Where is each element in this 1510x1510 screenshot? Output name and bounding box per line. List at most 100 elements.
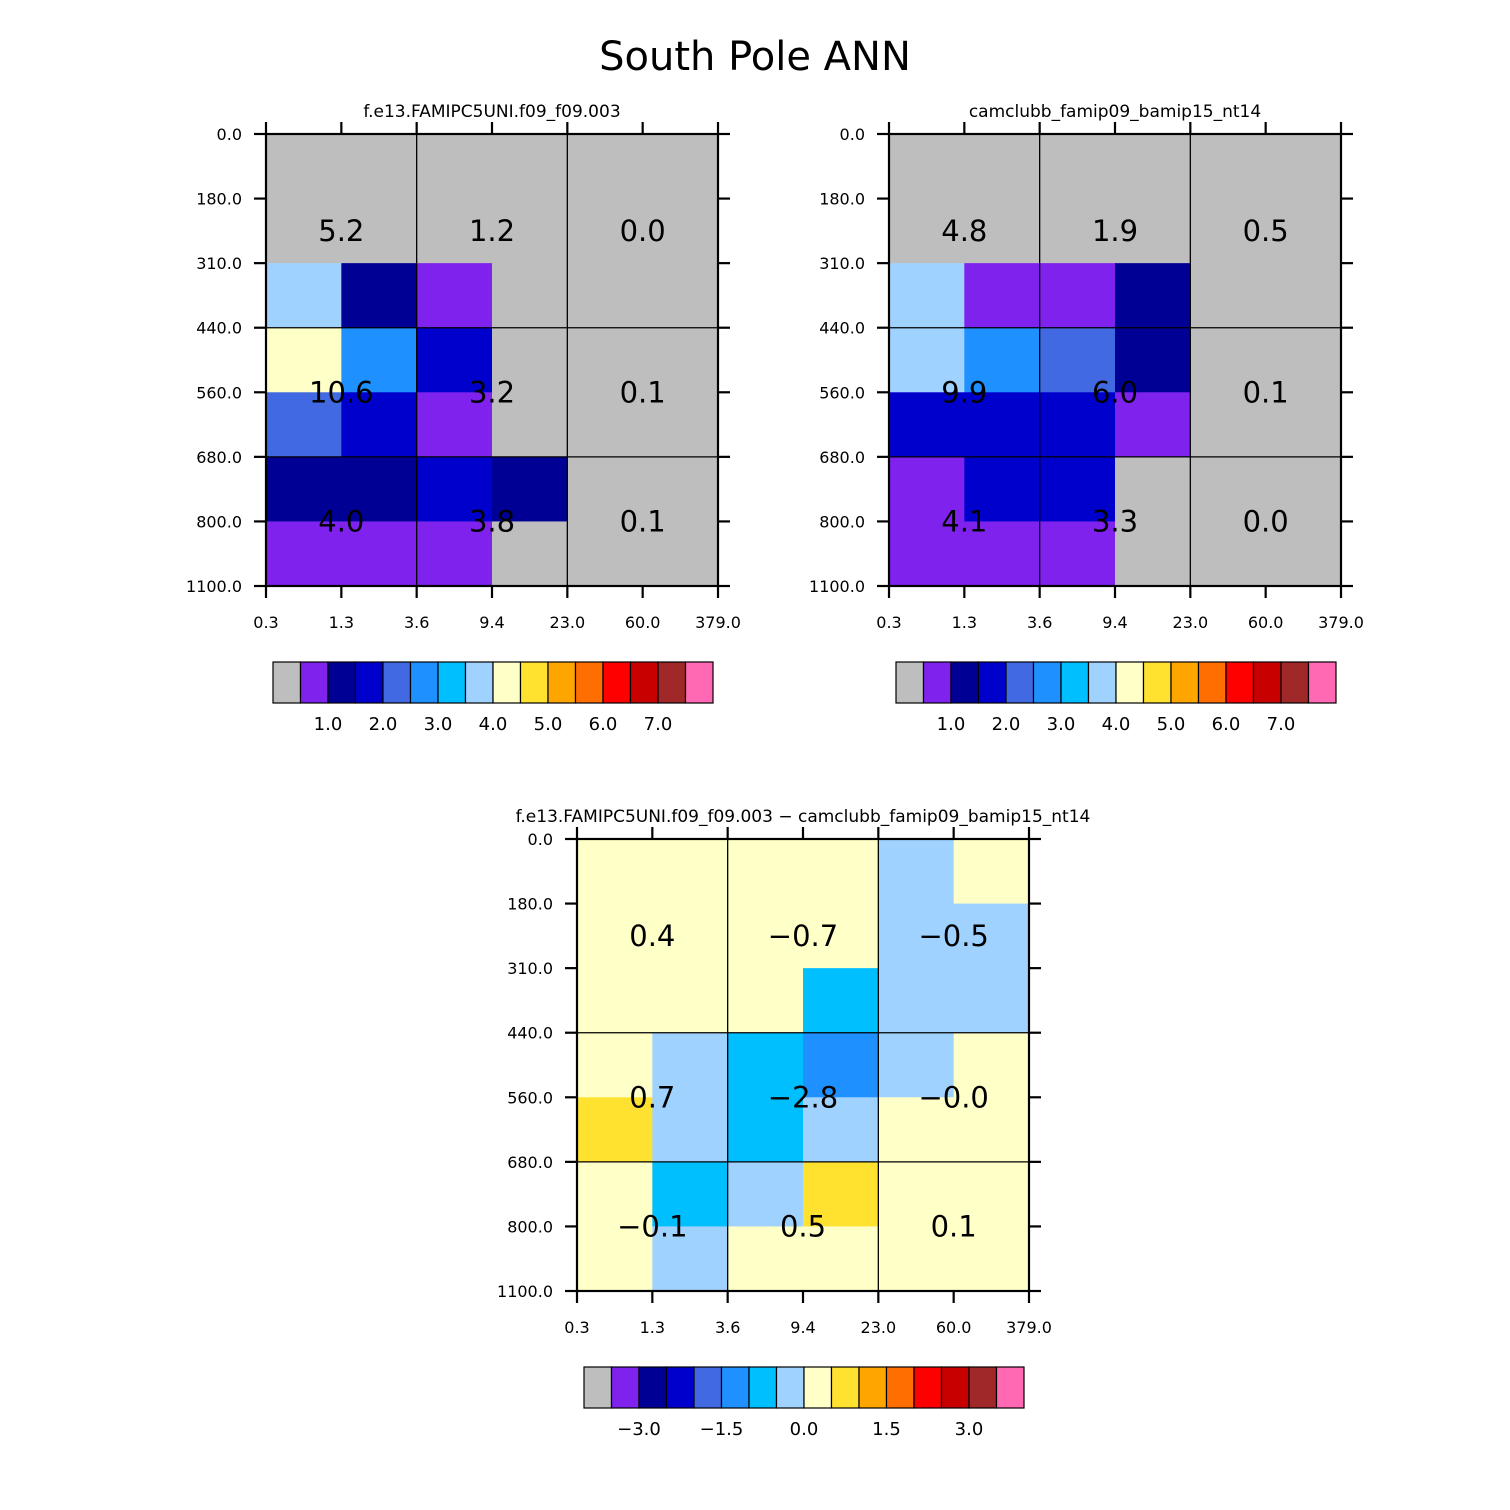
colorbar-swatch bbox=[492, 661, 522, 704]
y-tick-label: 180.0 bbox=[507, 895, 553, 914]
colorbar-swatch bbox=[684, 661, 714, 704]
heatmap-cell bbox=[964, 263, 1041, 329]
colorbar-swatch bbox=[977, 661, 1007, 704]
heatmap-cell bbox=[1190, 456, 1267, 523]
x-tick-label: 60.0 bbox=[1248, 613, 1284, 632]
heatmap-cell bbox=[652, 1097, 729, 1163]
heatmap-cell bbox=[889, 263, 965, 329]
heatmap-cell bbox=[727, 1161, 804, 1228]
colorbar-swatch bbox=[775, 1366, 805, 1409]
heatmap-cell bbox=[492, 521, 568, 587]
x-tick-label: 9.4 bbox=[479, 613, 504, 632]
heatmap-cell bbox=[341, 521, 418, 587]
heatmap-cell bbox=[266, 456, 342, 523]
colorbar-swatch bbox=[1225, 661, 1255, 704]
block-value-label: 0.5 bbox=[1243, 214, 1289, 248]
heatmap-cell bbox=[1115, 263, 1191, 329]
panel-model-b: camclubb_famip09_bamip15_nt14 4.8 1.9 0.5 9.… bbox=[809, 102, 1364, 735]
heatmap-cell bbox=[567, 134, 644, 200]
colorbar-swatch bbox=[922, 661, 952, 704]
block-value-label: 4.0 bbox=[318, 504, 364, 538]
heatmap-cell bbox=[341, 327, 418, 393]
y-tick-label: 680.0 bbox=[196, 448, 242, 467]
heatmap-cell bbox=[964, 134, 1041, 200]
block-value-label: 1.2 bbox=[469, 214, 515, 248]
heatmap-cell bbox=[341, 392, 418, 458]
colorbar-swatch bbox=[409, 661, 439, 704]
heatmap-cell bbox=[567, 456, 644, 523]
heatmap-cell bbox=[266, 327, 342, 393]
y-tick-label: 310.0 bbox=[507, 959, 553, 978]
colorbar-swatch bbox=[547, 661, 577, 704]
heatmap-cell bbox=[1039, 392, 1116, 458]
block-value-label: 3.3 bbox=[1092, 504, 1138, 538]
heatmap-cell bbox=[803, 903, 879, 969]
colorbar-swatch bbox=[629, 661, 659, 704]
block-value-label: 4.1 bbox=[941, 504, 987, 538]
y-tick-label: 560.0 bbox=[819, 383, 865, 402]
x-tick-label: 23.0 bbox=[1173, 613, 1209, 632]
heatmap-cell bbox=[492, 263, 568, 329]
heatmap-cell bbox=[889, 392, 965, 458]
heatmap-cell bbox=[727, 968, 804, 1034]
heatmap-cell bbox=[727, 1032, 804, 1098]
heatmap-cell bbox=[1190, 392, 1267, 458]
colorbar-label: 5.0 bbox=[1157, 714, 1186, 735]
colorbar-swatch bbox=[950, 661, 980, 704]
colorbar-label: 6.0 bbox=[589, 714, 618, 735]
axes: 0.3 1.3 3.6 9.4 23.0 60.0 379.0 0.0 180.0 310.0 44… bbox=[809, 122, 1364, 632]
heatmap-cell bbox=[577, 1161, 653, 1228]
heatmap-cell bbox=[964, 198, 1041, 264]
colorbar-swatch bbox=[1307, 661, 1337, 704]
heatmap-cell bbox=[889, 456, 965, 523]
colorbar: 1.0 2.0 3.0 4.0 5.0 6.0 7.0 bbox=[272, 661, 714, 735]
x-tick-label: 23.0 bbox=[550, 613, 586, 632]
colorbar-swatch bbox=[693, 1366, 723, 1409]
heatmap-cell bbox=[953, 903, 1030, 969]
heatmap-cell bbox=[1039, 521, 1116, 587]
colorbar-label: 0.0 bbox=[790, 1419, 819, 1440]
block-values: 0.4 −0.7 −0.5 0.7 −2.8 −0.0 −0.1 0.5 0.1 bbox=[617, 919, 989, 1244]
colorbar-swatch bbox=[995, 1366, 1025, 1409]
block-gridlines bbox=[577, 839, 1029, 1291]
heatmap-cells bbox=[889, 134, 1342, 587]
heatmap-cell bbox=[642, 134, 719, 200]
block-value-label: 10.6 bbox=[309, 375, 374, 409]
y-tick-label: 440.0 bbox=[507, 1024, 553, 1043]
colorbar-swatch bbox=[657, 661, 687, 704]
y-tick-label: 310.0 bbox=[819, 254, 865, 273]
heatmap-cell bbox=[727, 903, 804, 969]
block-value-label: −0.7 bbox=[768, 919, 838, 953]
heatmap-cell bbox=[652, 839, 729, 905]
colorbar-label: 6.0 bbox=[1212, 714, 1241, 735]
y-tick-label: 800.0 bbox=[196, 512, 242, 531]
heatmap-cell bbox=[1115, 521, 1191, 587]
heatmap-cell bbox=[577, 1032, 653, 1098]
heatmap-cell bbox=[492, 327, 568, 393]
heatmap-cell bbox=[1115, 392, 1191, 458]
heatmap-cell bbox=[889, 198, 965, 264]
x-tick-label: 379.0 bbox=[695, 613, 741, 632]
colorbar: −3.0 −1.5 0.0 1.5 3.0 bbox=[583, 1366, 1025, 1440]
colorbar-label: 4.0 bbox=[479, 714, 508, 735]
block-values: 5.2 1.2 0.0 10.6 3.2 0.1 4.0 3.8 0.1 bbox=[309, 214, 666, 539]
x-tick-label: 3.6 bbox=[1027, 613, 1052, 632]
heatmap-cell bbox=[1265, 198, 1342, 264]
x-tick-label: 379.0 bbox=[1318, 613, 1364, 632]
heatmap-cell bbox=[567, 327, 644, 393]
heatmap-cell bbox=[642, 327, 719, 393]
colorbar-swatch bbox=[803, 1366, 833, 1409]
heatmap-cell bbox=[889, 521, 965, 587]
heatmap-cell bbox=[803, 1161, 879, 1228]
heatmap-cell bbox=[953, 839, 1030, 905]
heatmap-cell bbox=[1265, 134, 1342, 200]
y-tick-label: 440.0 bbox=[196, 319, 242, 338]
x-tick-label: 379.0 bbox=[1006, 1318, 1052, 1337]
x-tick-label: 60.0 bbox=[936, 1318, 972, 1337]
colorbar-swatch bbox=[858, 1366, 888, 1409]
heatmap-cell bbox=[416, 134, 493, 200]
block-value-label: −0.1 bbox=[617, 1209, 687, 1243]
heatmap-cell bbox=[341, 456, 418, 523]
colorbar-label: 1.5 bbox=[872, 1419, 901, 1440]
block-value-label: 0.0 bbox=[620, 214, 666, 248]
